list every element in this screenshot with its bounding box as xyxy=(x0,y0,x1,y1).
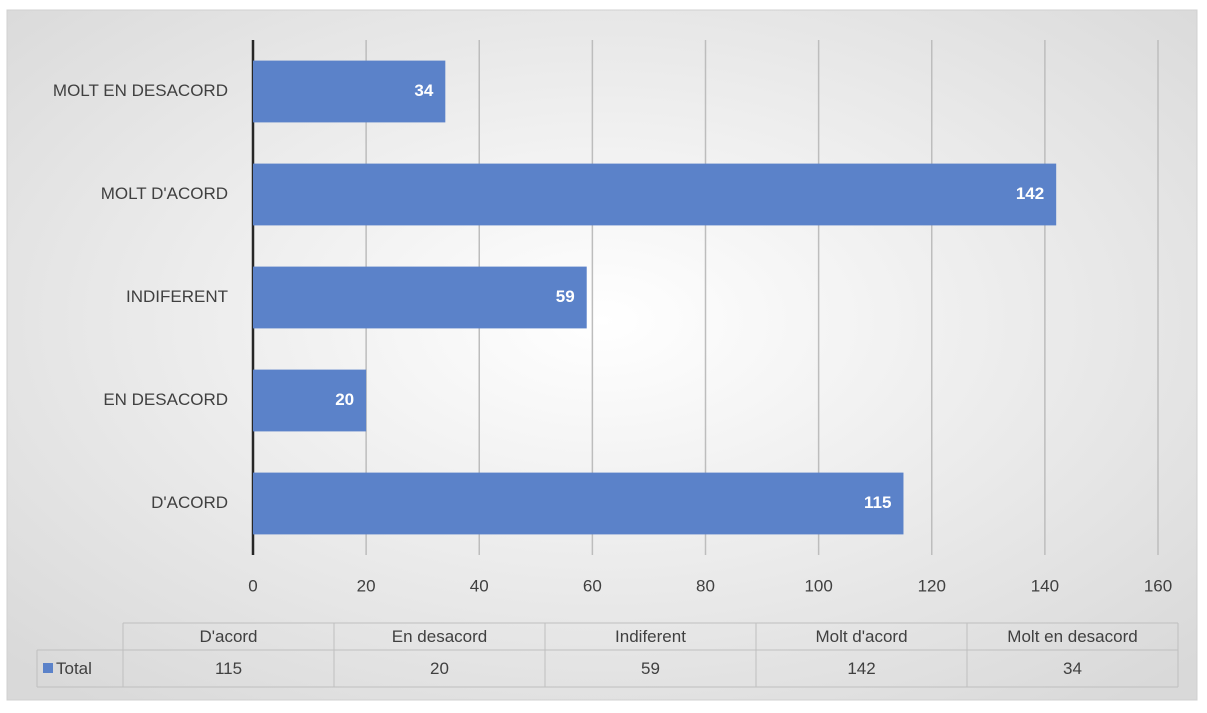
table-header: Molt d'acord xyxy=(815,627,907,646)
x-tick-label: 120 xyxy=(918,576,946,595)
table-value: 34 xyxy=(1063,659,1082,678)
table-value: 115 xyxy=(215,659,242,678)
x-tick-label: 100 xyxy=(804,576,832,595)
table-value: 59 xyxy=(641,659,660,678)
data-label: 142 xyxy=(1016,184,1044,203)
table-value: 20 xyxy=(430,659,449,678)
data-label: 115 xyxy=(864,493,891,512)
y-tick-label: D'ACORD xyxy=(151,493,228,512)
bar xyxy=(253,472,904,535)
x-tick-label: 80 xyxy=(696,576,715,595)
legend-swatch xyxy=(43,663,53,673)
data-label: 59 xyxy=(556,287,575,306)
y-tick-label: EN DESACORD xyxy=(103,390,228,409)
table-header: Indiferent xyxy=(615,627,686,646)
y-tick-label: MOLT EN DESACORD xyxy=(53,81,228,100)
bar xyxy=(253,266,587,329)
x-tick-label: 20 xyxy=(357,576,376,595)
data-label: 34 xyxy=(414,81,433,100)
x-tick-label: 140 xyxy=(1031,576,1059,595)
x-tick-label: 40 xyxy=(470,576,489,595)
data-label: 20 xyxy=(335,390,354,409)
y-tick-label: INDIFERENT xyxy=(126,287,228,306)
legend-label: Total xyxy=(56,659,92,678)
bar xyxy=(253,163,1057,226)
table-value: 142 xyxy=(847,659,875,678)
bar xyxy=(253,60,446,123)
x-tick-label: 160 xyxy=(1144,576,1172,595)
x-tick-label: 60 xyxy=(583,576,602,595)
x-tick-label: 0 xyxy=(248,576,257,595)
y-tick-label: MOLT D'ACORD xyxy=(101,184,228,203)
table-header: En desacord xyxy=(392,627,487,646)
table-header: Molt en desacord xyxy=(1007,627,1137,646)
chart-frame xyxy=(6,9,1198,701)
table-header: D'acord xyxy=(199,627,257,646)
bar xyxy=(253,369,367,432)
